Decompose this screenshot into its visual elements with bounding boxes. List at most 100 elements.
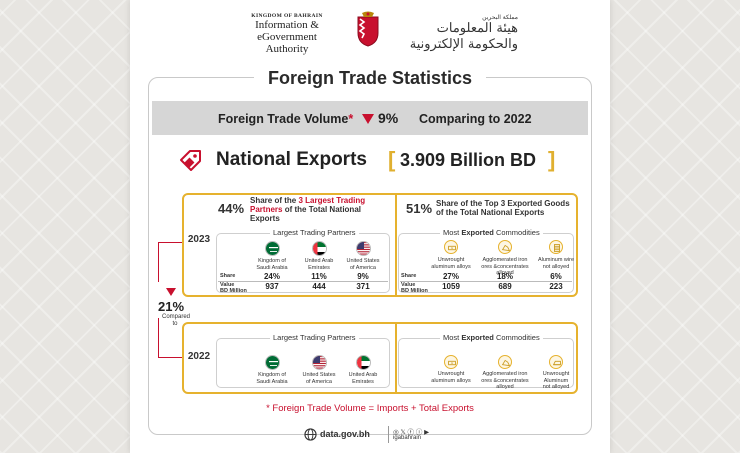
comparison-label: Compared to (162, 314, 191, 328)
comparison-connector-top (158, 242, 184, 282)
partner-name-line: Kingdom of (258, 258, 286, 264)
value-row-label-line1: Value (401, 282, 416, 288)
partners-text-post: of the Total National Exports (250, 205, 361, 223)
decrease-arrow-icon (362, 114, 374, 124)
arabic-authority-label: هيئة المعلومات والحكومة الإلكترونية (409, 21, 518, 52)
commodity-name-line: aluminum alloys (431, 377, 471, 384)
trade-volume-bar: Foreign Trade Volume* 9% Comparing to 20… (152, 101, 588, 135)
iron-ore-icon (498, 355, 512, 369)
trade-volume-label-text: Foreign Trade Volume (218, 112, 349, 126)
partners-text-bold: 3 Largest Trading Partners (250, 196, 366, 214)
comparison-label-line1: Compared (162, 314, 191, 320)
saudi-flag (265, 355, 280, 370)
share-row-label: Share (220, 273, 236, 279)
partners-share-pct: 44% (218, 201, 245, 216)
commodities-subtitle-2022: Most Exported Commodities (440, 333, 543, 342)
partner-name: United Arab Emirates (333, 372, 393, 385)
partner-name: Kingdom of Saudi Arabia (242, 372, 302, 385)
share-value: 18% (496, 272, 513, 281)
table-row-divider (400, 281, 572, 282)
commodities-title-bold: Exported (461, 228, 494, 237)
uae-flag (356, 355, 371, 370)
partner-name-line: of America (306, 378, 332, 385)
footer: data.gov.bh ◎ 𝕏 ⓕ ⓘ ▶ igabahrain (300, 426, 460, 444)
commodity-name-line: ores &concentrates (481, 377, 529, 384)
authority-line1: Information & eGovernment (255, 19, 319, 43)
share-value: 6% (550, 272, 562, 281)
partners-text-pre: Share of the (250, 196, 299, 205)
commodity-name-line: ores &concentrates (481, 263, 529, 270)
usa-flag (312, 355, 327, 370)
year-2022-label: 2022 (187, 351, 211, 362)
comparison-connector-bottom (158, 318, 184, 358)
bahrain-seal-logo (357, 11, 379, 47)
share-value: 11% (311, 272, 327, 281)
panel-divider (395, 195, 397, 295)
commodities-title-pre: Most (443, 333, 462, 342)
uae-flag (312, 241, 327, 256)
partner-name-line: of America (350, 264, 376, 271)
instagram-icon[interactable]: ◎ (393, 429, 399, 436)
partner-name: Kingdom of Saudi Arabia (242, 258, 302, 271)
authority-name-en: KINGDOM OF BAHRAIN Information & eGovern… (224, 13, 350, 55)
partner-name-line: United Arab (304, 258, 334, 264)
goods-share-pct: 51% (406, 201, 433, 216)
linkedin-icon[interactable]: ⓘ (415, 429, 423, 436)
share-value: 27% (442, 272, 459, 281)
website-link[interactable]: data.gov.bh (320, 429, 370, 439)
authority-name-ar: مملكة البحرين هيئة المعلومات والحكومة ال… (388, 14, 518, 53)
year-2023-label: 2023 (187, 234, 211, 245)
commodities-subtitle-2023: Most Exported Commodities (440, 228, 543, 237)
table-row-divider (218, 281, 388, 282)
partners-subtitle-2023: Largest Trading Partners (270, 228, 359, 237)
aluminum-alloy-icon: Al (444, 355, 458, 369)
footnote: * Foreign Trade Volume = Imports + Total… (266, 403, 474, 414)
bd-million-value: 1059 (442, 282, 460, 291)
footnote-star: * (348, 112, 354, 126)
kingdom-label: KINGDOM OF BAHRAIN (251, 13, 323, 19)
header: KINGDOM OF BAHRAIN Information & eGovern… (130, 0, 610, 60)
social-icons: ◎ 𝕏 ⓕ ⓘ ▶ (393, 426, 429, 436)
year-2023-panel (182, 193, 578, 297)
youtube-icon[interactable]: ▶ (424, 429, 430, 436)
globe-icon (304, 428, 317, 441)
bd-million-value: 371 (356, 282, 370, 291)
partner-name-line: Emirates (308, 264, 330, 271)
usa-flag (356, 241, 371, 256)
authority-line2: Authority (265, 43, 309, 55)
commodity-name: Agglomerated iron ores &concentrates alloy… (475, 371, 535, 391)
trade-volume-comparison: Comparing to 2022 (419, 112, 532, 126)
commodity-name-line: aluminum alloys (431, 263, 471, 270)
bd-million-value: 689 (498, 282, 512, 291)
partner-name-line: United States (302, 372, 336, 378)
partners-subtitle-2022: Largest Trading Partners (270, 333, 359, 342)
commodity-name: Unwrought aluminum alloys (421, 371, 481, 384)
value-row-label: Value BD Million (401, 282, 428, 294)
value-row-label: Value BD Million (220, 282, 247, 294)
trade-volume-change: 9% (378, 110, 399, 126)
social-handle: igabahrain (393, 435, 422, 441)
bd-million-value: 937 (265, 282, 279, 291)
comparison-label-line2: to (172, 321, 178, 327)
svg-text:Al: Al (451, 246, 454, 250)
x-icon[interactable]: 𝕏 (400, 429, 406, 436)
share-row-label: Share (401, 273, 417, 279)
commodity-name: Unwrought Aluminum not alloyed (526, 371, 586, 391)
value-row-label-line2: BD Million (220, 288, 247, 294)
commodity-name-line: Agglomerated iron (482, 371, 528, 377)
partner-name-line: Kingdom of (258, 372, 286, 378)
commodity-name-line: Aluminum wire (537, 257, 575, 263)
facebook-icon[interactable]: ⓕ (407, 429, 415, 436)
commodity-name-line: Unwrought (437, 371, 465, 377)
panel-divider (395, 324, 397, 392)
commodities-title-post: Commodities (493, 333, 540, 342)
infographic-card: KINGDOM OF BAHRAIN Information & eGovern… (130, 0, 610, 453)
partner-name: United States of America (289, 372, 349, 385)
commodity-name-line: not alloyed (542, 384, 570, 390)
bd-million-value: 223 (549, 282, 563, 291)
iron-ore-icon (498, 240, 512, 254)
bracket-close: ] (548, 147, 556, 172)
partner-name-line: United Arab (348, 372, 378, 378)
commodity-name-line: not alloyed (542, 263, 570, 270)
commodities-title-bold: Exported (461, 333, 494, 342)
